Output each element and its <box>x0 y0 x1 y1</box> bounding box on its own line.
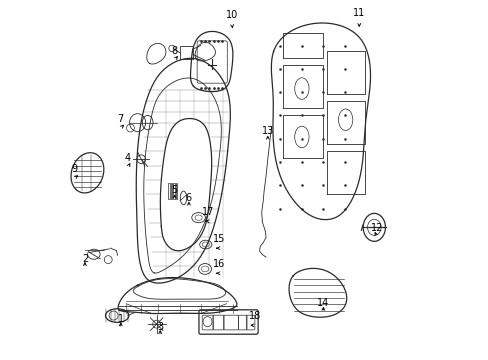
Text: 12: 12 <box>370 223 383 233</box>
Bar <box>175 183 177 199</box>
Text: 14: 14 <box>317 298 329 309</box>
Text: 13: 13 <box>261 126 273 136</box>
Text: 17: 17 <box>202 207 214 217</box>
Text: 5: 5 <box>171 185 177 195</box>
Text: 2: 2 <box>81 253 88 264</box>
Text: 3: 3 <box>157 322 163 332</box>
Text: 10: 10 <box>225 10 238 20</box>
Text: 11: 11 <box>352 8 365 18</box>
Text: 8: 8 <box>171 46 177 55</box>
Bar <box>173 183 175 199</box>
Bar <box>168 183 169 199</box>
Text: 6: 6 <box>185 193 192 203</box>
Text: 18: 18 <box>248 311 261 321</box>
Text: 16: 16 <box>213 259 225 269</box>
Text: 4: 4 <box>124 153 131 163</box>
Text: 9: 9 <box>71 164 77 174</box>
Bar <box>170 183 172 199</box>
Text: 1: 1 <box>118 315 123 324</box>
Text: 15: 15 <box>213 234 225 244</box>
Text: 7: 7 <box>118 114 123 124</box>
Polygon shape <box>160 118 211 251</box>
Bar <box>180 46 192 59</box>
